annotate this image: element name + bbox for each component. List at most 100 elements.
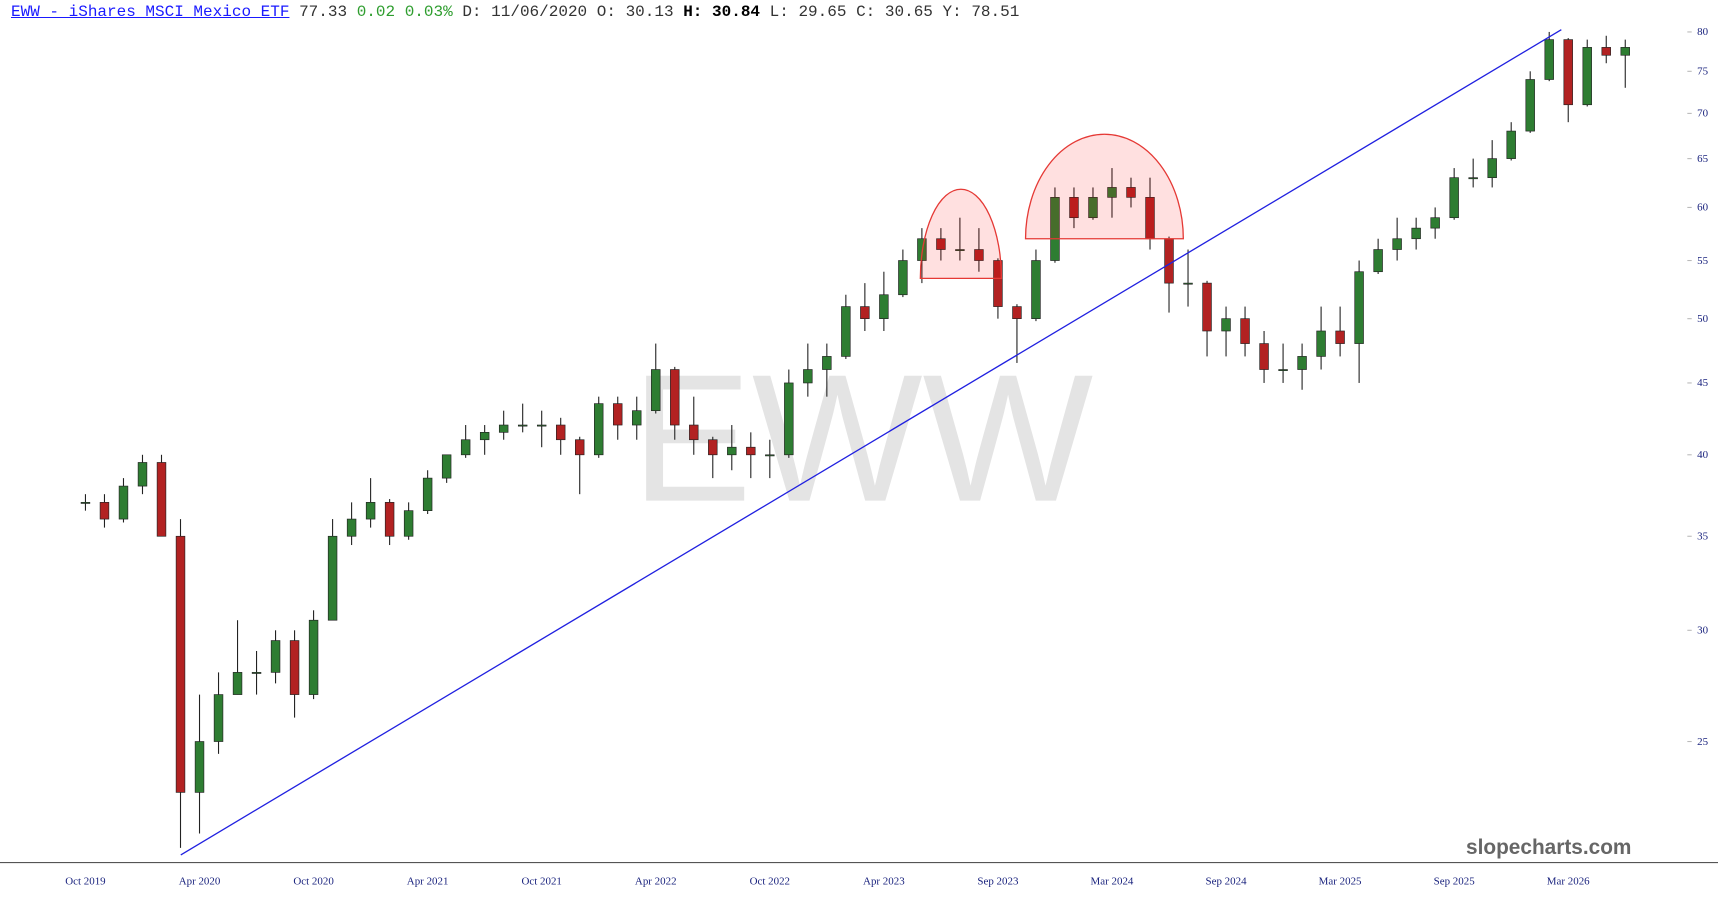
- x-tick-label: Mar 2025: [1319, 876, 1362, 888]
- header: EWW - iShares MSCI Mexico ETF 77.33 0.02…: [11, 3, 1019, 21]
- trendline: [180, 29, 1562, 856]
- candle-body: [1544, 39, 1554, 80]
- candle-body: [365, 502, 376, 520]
- candle-body: [1316, 330, 1326, 357]
- y-tick-label: 40: [1697, 449, 1708, 461]
- candle-body: [232, 672, 243, 695]
- high: 30.84: [712, 3, 761, 21]
- y-tick-label: 30: [1697, 625, 1708, 637]
- label: H:: [683, 3, 703, 21]
- close: 30.65: [884, 3, 933, 21]
- x-tick-label: Oct 2019: [65, 876, 106, 888]
- candle-body: [594, 403, 604, 456]
- x-tick-label: Sep 2023: [977, 876, 1019, 888]
- candle-body: [822, 356, 832, 370]
- candle-body: [1335, 330, 1345, 344]
- candle-body: [1164, 238, 1174, 284]
- candle-body: [708, 439, 718, 456]
- x-tick-label: Sep 2024: [1206, 876, 1248, 888]
- candle-body: [860, 306, 870, 319]
- pattern-arc: [1024, 133, 1184, 240]
- candle-body: [1506, 130, 1516, 159]
- candle-body: [841, 306, 851, 357]
- candle-body: [1354, 271, 1364, 344]
- candle-body: [1202, 282, 1212, 332]
- candle-body: [1297, 356, 1307, 370]
- candle-body: [651, 369, 661, 412]
- candle-body: [1088, 197, 1098, 219]
- x-tick-label: Oct 2020: [293, 876, 334, 888]
- candle-body: [974, 249, 984, 261]
- candle-body: [80, 502, 91, 504]
- open: 30.13: [625, 3, 674, 21]
- candle-body: [1563, 39, 1573, 106]
- x-tick-label: Apr 2022: [635, 876, 677, 888]
- candle-body: [1525, 79, 1535, 132]
- candle-body: [403, 510, 414, 537]
- low: 29.65: [798, 3, 847, 21]
- candle-body: [422, 477, 433, 511]
- candle-body: [784, 382, 794, 456]
- candle-body: [1411, 227, 1421, 240]
- x-tick-label: Apr 2020: [179, 876, 221, 888]
- candle-body: [1601, 47, 1611, 56]
- candle-body: [479, 432, 490, 441]
- candle-body: [575, 439, 585, 456]
- candle-body: [118, 485, 129, 520]
- y-tick-label: 25: [1697, 736, 1708, 748]
- ticker-link[interactable]: EWW - iShares MSCI Mexico ETF: [11, 3, 290, 21]
- candle-body: [517, 424, 528, 427]
- date: 11/06/2020: [491, 3, 588, 21]
- candle-body: [1278, 369, 1288, 371]
- candle-body: [289, 640, 300, 695]
- y-value: 78.51: [971, 3, 1020, 21]
- candle-body: [441, 454, 452, 479]
- candles: [80, 31, 1630, 848]
- candle-body: [746, 446, 756, 456]
- candle-body: [803, 369, 813, 384]
- y-tick-label: 50: [1697, 313, 1708, 325]
- label: C:: [856, 3, 876, 21]
- change-pct: 0.03%: [404, 3, 453, 21]
- candle-body: [898, 260, 908, 296]
- label: L:: [769, 3, 789, 21]
- candle-body: [270, 640, 281, 673]
- x-tick-label: Sep 2025: [1434, 876, 1476, 888]
- candle-body: [460, 439, 471, 456]
- candle-body: [99, 502, 110, 520]
- candle-body: [175, 535, 186, 793]
- x-tick-label: Oct 2021: [521, 876, 561, 888]
- y-tick-label: 45: [1697, 377, 1708, 389]
- candle-body: [536, 424, 547, 427]
- candle-body: [1031, 260, 1041, 319]
- candle-body: [1487, 158, 1497, 179]
- candle-body: [251, 672, 262, 674]
- y-tick-label: 75: [1697, 66, 1708, 78]
- candle-body: [1012, 306, 1022, 319]
- y-tick-label: 80: [1697, 26, 1708, 38]
- candle-body: [327, 535, 338, 621]
- candle-body: [156, 462, 167, 537]
- watermark: EWW: [631, 337, 1093, 539]
- x-tick-label: Mar 2024: [1091, 876, 1134, 888]
- candle-body: [632, 410, 642, 426]
- candle-body: [993, 260, 1003, 307]
- candle-body: [137, 462, 148, 487]
- candle-body: [727, 446, 737, 456]
- x-tick-label: Oct 2022: [750, 876, 790, 888]
- candle-body: [879, 294, 889, 319]
- candle-body: [670, 369, 680, 426]
- footer-brand: slopecharts.com: [1466, 836, 1631, 859]
- candle-body: [1259, 343, 1269, 370]
- candle-body: [213, 694, 224, 742]
- candle-body: [346, 518, 357, 537]
- candle-body: [936, 238, 946, 250]
- candle-body: [194, 741, 205, 793]
- candle-body: [498, 424, 509, 433]
- candle-body: [689, 424, 699, 441]
- candle-body: [1620, 47, 1630, 56]
- y-tick-label: 70: [1697, 108, 1708, 120]
- candle-body: [384, 502, 395, 537]
